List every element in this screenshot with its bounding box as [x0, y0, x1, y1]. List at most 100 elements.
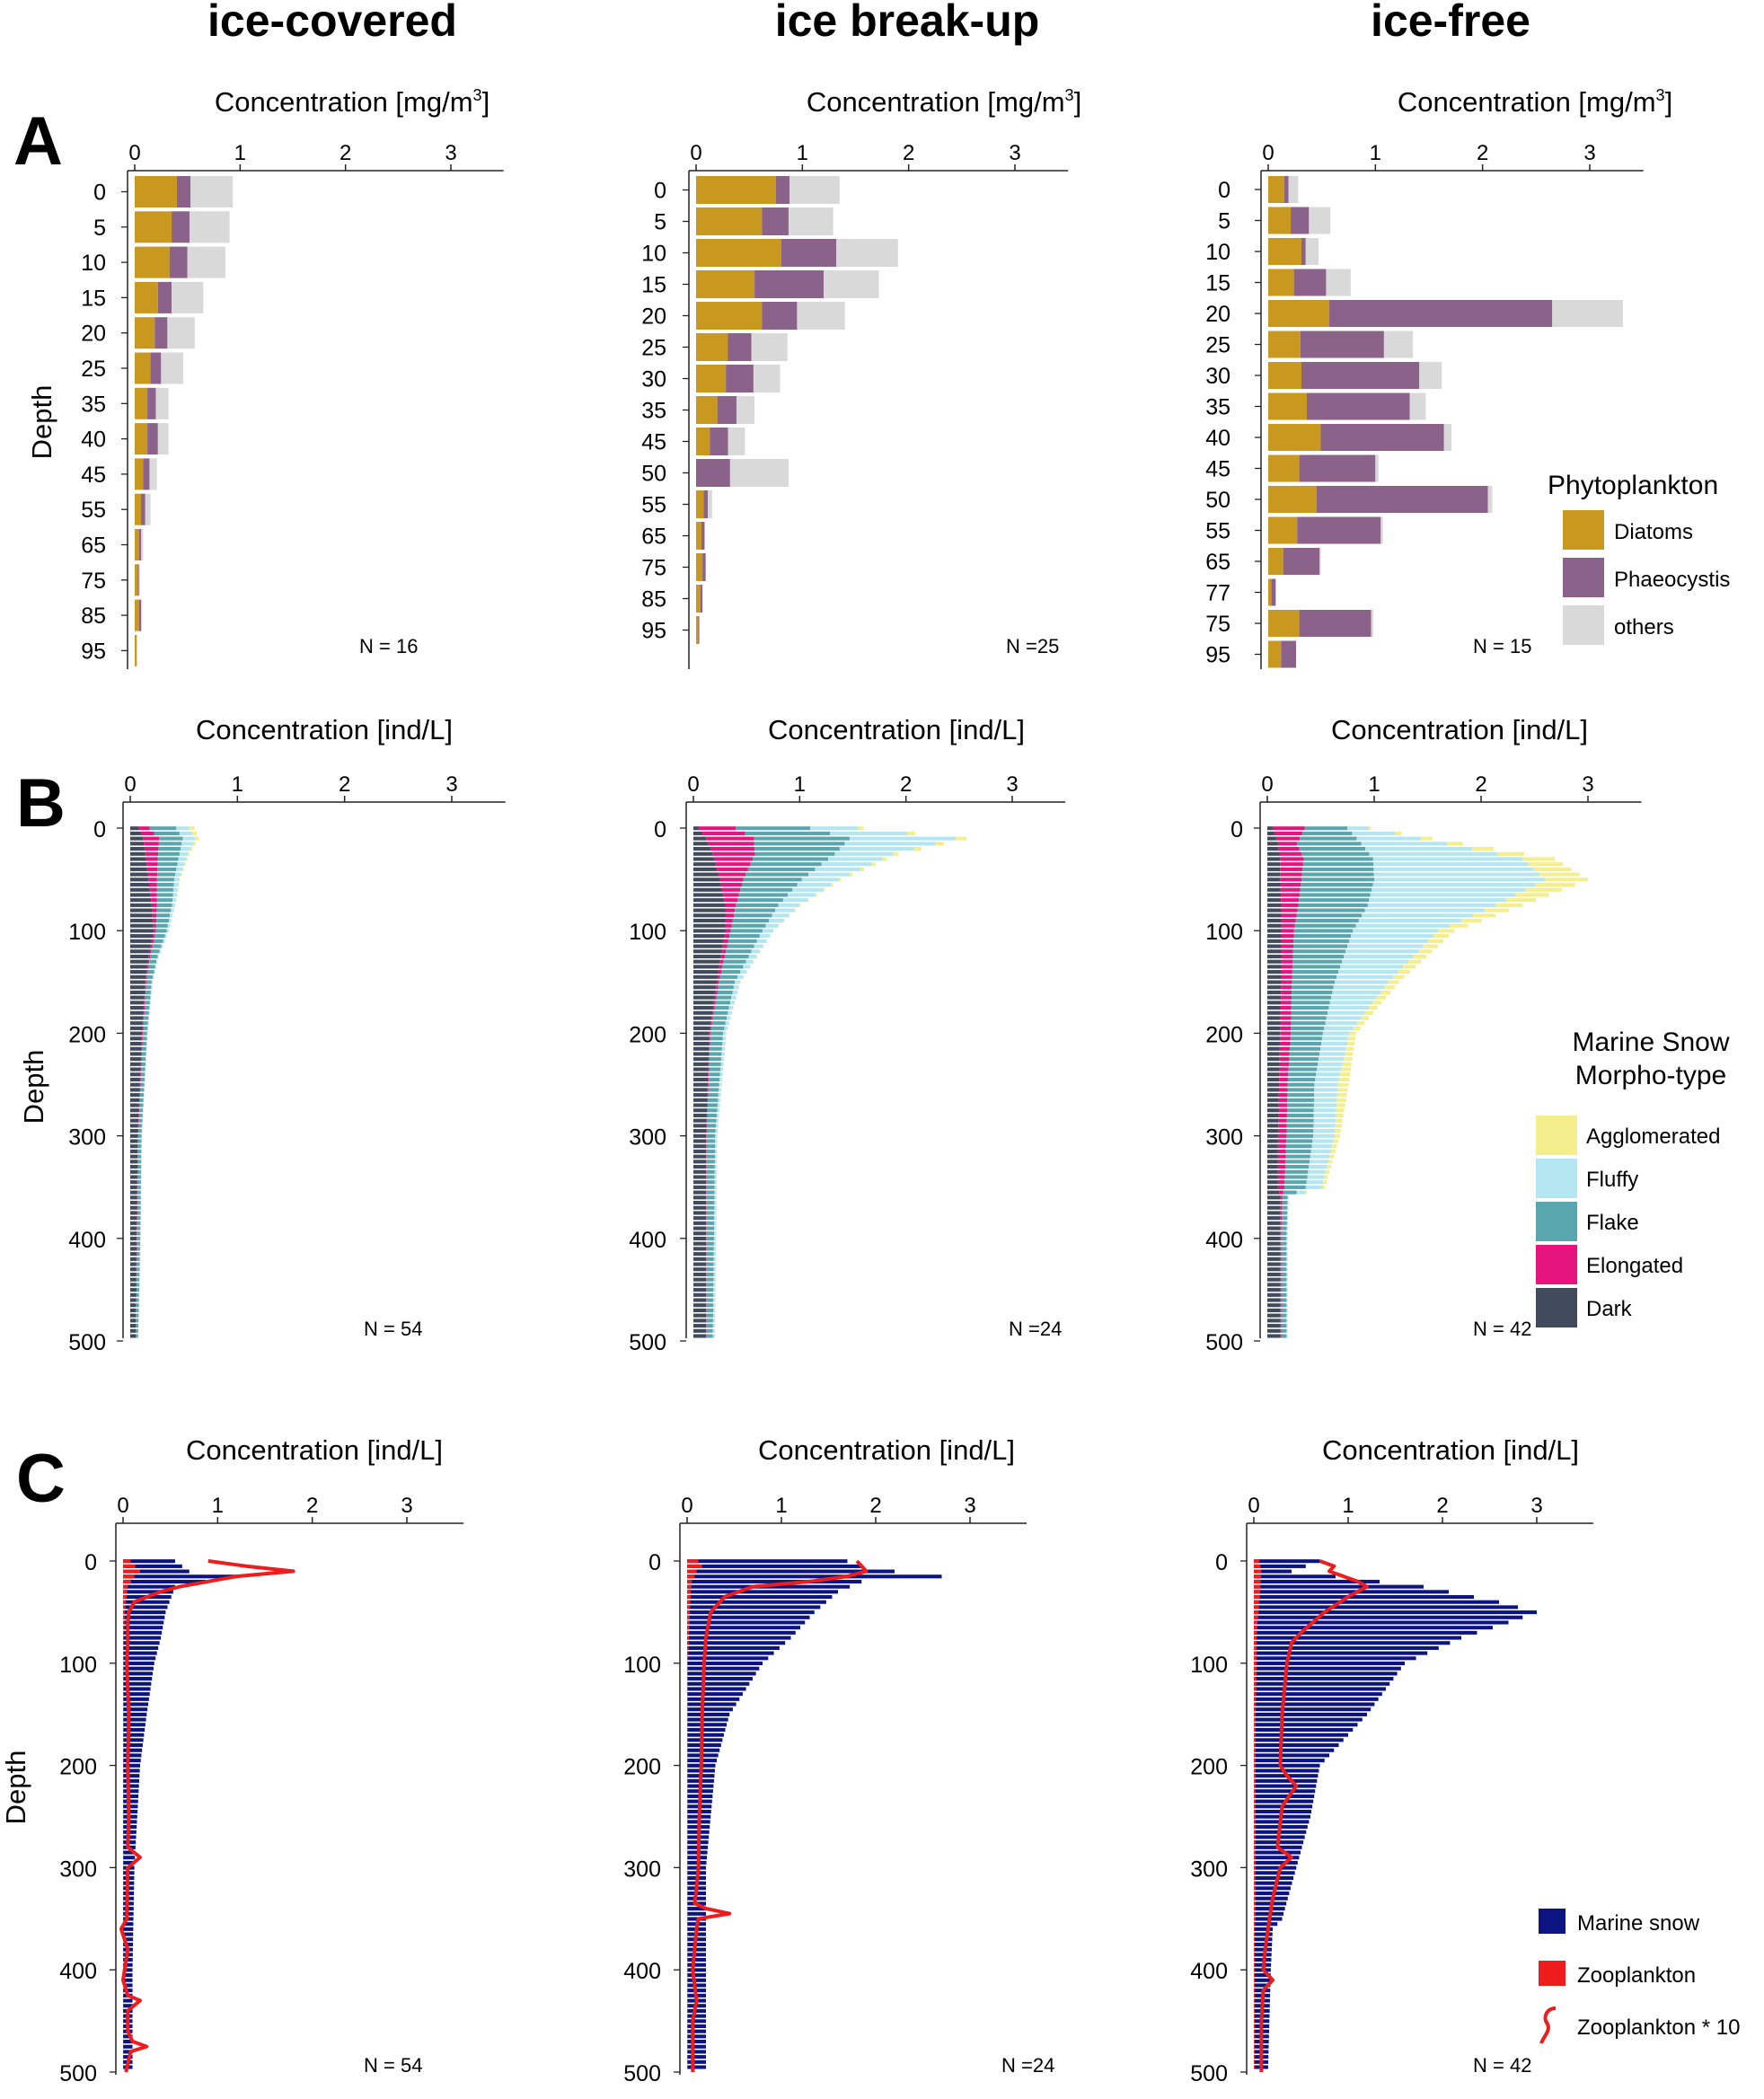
- bar-zooplankton-depth-295: [1254, 1860, 1257, 1865]
- bar-marine-snow-depth-25: [1254, 1584, 1424, 1589]
- bar-dark-depth-400: [130, 1236, 137, 1241]
- bar-fluffy-depth-270: [1313, 1103, 1337, 1107]
- bar-elongated-depth-10: [1275, 836, 1301, 841]
- bar-zooplankton-depth-265: [687, 1830, 689, 1834]
- bar-marine-snow-depth-35: [687, 1594, 833, 1600]
- bar-fluffy-depth-215: [146, 1046, 147, 1051]
- bar-flake-depth-155: [1292, 985, 1334, 990]
- bar-elongated-depth-185: [711, 1016, 713, 1020]
- bar-zooplankton-depth-495: [687, 2065, 689, 2069]
- bar-elongated-depth-220: [709, 1052, 710, 1056]
- bar-fluffy-depth-285: [716, 1118, 719, 1123]
- bar-agglomerated-depth-350: [1321, 1185, 1326, 1189]
- bar-dark-depth-225: [1267, 1057, 1280, 1062]
- bar-agglomerated-depth-325: [1327, 1160, 1333, 1164]
- bar-dark-depth-90: [693, 918, 726, 923]
- bar-zooplankton-depth-215: [1254, 1778, 1257, 1783]
- bar-dark-depth-355: [693, 1190, 707, 1195]
- bar-flake-depth-405: [1281, 1241, 1287, 1246]
- bar-fluffy-depth-15: [844, 842, 936, 846]
- bar-others-depth-35: [1409, 392, 1426, 420]
- bar-flake-depth-455: [136, 1292, 139, 1297]
- bar-dark-depth-375: [130, 1211, 137, 1215]
- bar-others-depth-0: [190, 176, 234, 207]
- bar-dark-depth-230: [693, 1062, 709, 1066]
- bar-flake-depth-460: [706, 1298, 714, 1302]
- bar-diatoms-depth-75: [1268, 610, 1300, 637]
- bar-zooplankton-depth-10: [1254, 1569, 1262, 1574]
- bar-agglomerated-depth-120: [1418, 949, 1433, 954]
- bar-zooplankton-depth-475: [687, 2044, 689, 2049]
- y-tick-label: 400: [59, 1959, 97, 1984]
- bar-flake-depth-405: [706, 1241, 714, 1246]
- bar-flake-depth-355: [1283, 1190, 1297, 1195]
- bar-elongated-depth-230: [1279, 1062, 1290, 1066]
- bar-marine-snow-depth-145: [1254, 1707, 1372, 1712]
- bar-dark-depth-475: [130, 1313, 137, 1318]
- bar-dark-depth-285: [693, 1118, 707, 1123]
- bar-elongated-depth-380: [1280, 1216, 1283, 1221]
- bar-dark-depth-255: [693, 1088, 708, 1092]
- bar-zooplankton-depth-410: [687, 1978, 689, 1982]
- bar-dark-depth-395: [1267, 1231, 1281, 1236]
- bar-dark-depth-25: [130, 851, 146, 856]
- bar-marine-snow-depth-290: [123, 1856, 136, 1860]
- bar-marine-snow-depth-495: [687, 2065, 706, 2069]
- bar-fluffy-depth-270: [143, 1103, 144, 1107]
- legend-label-phaeocystis: Phaeocystis: [1614, 568, 1730, 592]
- bar-zooplankton-depth-240: [123, 1804, 124, 1809]
- bar-elongated-depth-170: [713, 1001, 716, 1005]
- bar-fluffy-depth-285: [1313, 1118, 1336, 1123]
- bar-marine-snow-depth-285: [1254, 1850, 1301, 1855]
- bar-elongated-depth-175: [143, 1005, 145, 1010]
- bar-elongated-depth-215: [1279, 1046, 1291, 1051]
- bar-flake-depth-300: [706, 1133, 716, 1138]
- bar-flake-depth-475: [136, 1313, 139, 1318]
- bar-fluffy-depth-120: [159, 949, 161, 954]
- bar-elongated-depth-215: [141, 1046, 143, 1051]
- bar-fluffy-depth-220: [721, 1052, 725, 1056]
- x-axis-title-c2: Concentration [ind/L]: [758, 1434, 1015, 1466]
- y-tick-label: 300: [629, 1125, 666, 1151]
- bar-fluffy-depth-190: [1325, 1021, 1358, 1026]
- bar-flake-depth-95: [731, 923, 766, 928]
- bar-fluffy-depth-385: [1286, 1221, 1289, 1225]
- bar-flake-depth-235: [709, 1067, 721, 1072]
- bar-agglomerated-depth-290: [1335, 1124, 1342, 1128]
- bar-phaeocystis-depth-10: [781, 239, 837, 267]
- bar-flake-depth-310: [1285, 1144, 1312, 1149]
- bar-others-depth-40: [1443, 424, 1452, 451]
- bar-marine-snow-depth-45: [123, 1605, 168, 1610]
- bar-flake-depth-270: [1287, 1103, 1314, 1107]
- bar-fluffy-depth-260: [144, 1093, 145, 1098]
- bar-fluffy-depth-85: [170, 913, 173, 918]
- bar-fluffy-depth-420: [1286, 1257, 1288, 1261]
- bar-elongated-depth-0: [138, 826, 150, 831]
- bar-zooplankton-depth-30: [1254, 1590, 1260, 1594]
- bar-flake-depth-490: [136, 1328, 138, 1333]
- bar-dark-depth-340: [1267, 1175, 1278, 1179]
- bar-zooplankton-depth-50: [1254, 1610, 1259, 1615]
- bar-flake-depth-375: [706, 1211, 715, 1215]
- bar-flake-depth-220: [142, 1052, 146, 1056]
- bar-dark-depth-320: [1267, 1154, 1278, 1159]
- bar-dark-depth-435: [130, 1272, 137, 1277]
- bar-flake-depth-470: [136, 1308, 139, 1312]
- bar-marine-snow-depth-175: [687, 1738, 723, 1742]
- bar-elongated-depth-250: [1279, 1082, 1288, 1087]
- bar-fluffy-depth-460: [1286, 1298, 1288, 1302]
- bar-elongated-depth-155: [145, 985, 146, 990]
- bar-fluffy-depth-250: [1314, 1082, 1338, 1087]
- bar-flake-depth-125: [724, 954, 749, 959]
- bar-fluffy-depth-5: [1352, 831, 1396, 835]
- bar-agglomerated-depth-185: [1361, 1016, 1370, 1020]
- bar-elongated-depth-425: [1280, 1262, 1282, 1266]
- y-tick-label: 400: [68, 1228, 106, 1253]
- bar-fluffy-depth-260: [1314, 1093, 1337, 1098]
- bar-marine-snow-depth-55: [123, 1615, 165, 1619]
- bar-elongated-depth-60: [721, 887, 741, 892]
- bar-elongated-depth-390: [1280, 1226, 1282, 1230]
- bar-marine-snow-depth-90: [1254, 1651, 1428, 1655]
- bar-fluffy-depth-20: [1365, 846, 1473, 851]
